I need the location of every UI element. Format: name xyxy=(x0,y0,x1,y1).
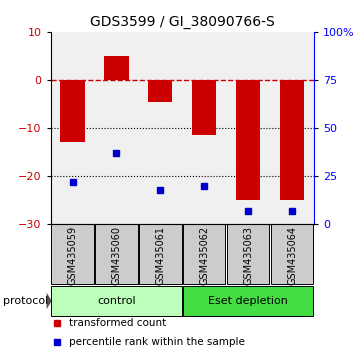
Bar xyxy=(95,224,138,284)
Text: GSM435064: GSM435064 xyxy=(287,226,297,285)
Bar xyxy=(183,286,313,316)
Bar xyxy=(271,224,313,284)
Text: protocol: protocol xyxy=(3,296,48,306)
Polygon shape xyxy=(47,293,52,309)
Bar xyxy=(60,80,84,142)
Text: GSM435062: GSM435062 xyxy=(199,226,209,285)
Text: transformed count: transformed count xyxy=(69,318,166,329)
Bar xyxy=(51,224,93,284)
Bar xyxy=(139,224,182,284)
Text: GSM435059: GSM435059 xyxy=(68,226,78,285)
Bar xyxy=(280,80,304,200)
Title: GDS3599 / GI_38090766-S: GDS3599 / GI_38090766-S xyxy=(90,16,275,29)
Bar xyxy=(236,80,260,200)
Bar xyxy=(183,224,225,284)
Bar xyxy=(148,80,173,102)
Text: Eset depletion: Eset depletion xyxy=(208,296,288,306)
Text: control: control xyxy=(97,296,136,306)
Bar xyxy=(192,80,216,135)
Text: GSM435061: GSM435061 xyxy=(155,226,165,285)
Bar xyxy=(104,56,129,80)
Bar xyxy=(227,224,269,284)
Text: GSM435063: GSM435063 xyxy=(243,226,253,285)
Text: GSM435060: GSM435060 xyxy=(112,226,121,285)
Bar xyxy=(51,286,182,316)
Text: percentile rank within the sample: percentile rank within the sample xyxy=(69,337,245,347)
